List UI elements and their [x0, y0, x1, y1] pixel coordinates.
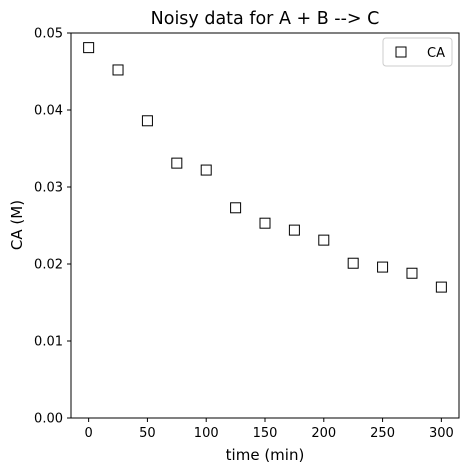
data-point [377, 261, 389, 273]
y-tick-label: 0.05 [34, 27, 63, 42]
x-tick-label: 250 [370, 426, 395, 441]
data-point [288, 224, 300, 236]
x-axis-label: time (min) [226, 446, 305, 464]
data-point [318, 234, 330, 246]
x-tick-label: 200 [311, 426, 336, 441]
y-tick-label: 0.04 [34, 104, 63, 119]
legend-label-ca: CA [427, 46, 445, 61]
y-axis-ticks: 0.00 0.01 0.02 0.03 0.04 0.05 [34, 27, 71, 427]
x-axis-ticks: 0 50 100 150 200 250 300 [84, 418, 454, 441]
x-tick-label: 0 [84, 426, 92, 441]
data-point [406, 267, 418, 279]
data-point [347, 257, 359, 269]
data-point [83, 42, 95, 54]
x-tick-label: 300 [429, 426, 454, 441]
legend-frame [382, 37, 453, 67]
y-axis-label: CA (M) [8, 200, 26, 250]
data-markers [83, 42, 447, 293]
chart-title: Noisy data for A + B --> C [151, 9, 380, 29]
legend: CA [382, 37, 453, 67]
y-tick-label: 0.03 [34, 181, 63, 196]
y-tick-label: 0.00 [34, 412, 63, 427]
x-tick-label: 50 [139, 426, 156, 441]
x-tick-label: 100 [194, 426, 219, 441]
legend-marker-ca [395, 46, 407, 58]
data-point [230, 202, 242, 214]
y-tick-label: 0.02 [34, 258, 63, 273]
data-point [200, 164, 212, 176]
data-point [171, 157, 183, 169]
y-tick-label: 0.01 [34, 335, 63, 350]
data-point [112, 64, 124, 76]
data-point [435, 281, 447, 293]
data-point [141, 115, 153, 127]
data-point [259, 217, 271, 229]
x-tick-label: 150 [253, 426, 278, 441]
